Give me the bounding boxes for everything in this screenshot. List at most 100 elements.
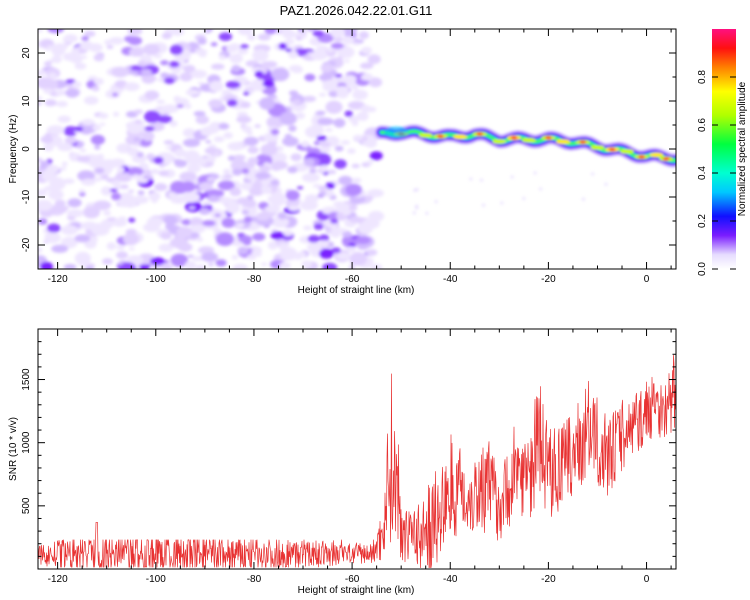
x-tick-label: -20 <box>541 574 556 585</box>
x-tick-label: -60 <box>345 574 360 585</box>
noise-blob <box>38 188 48 197</box>
noise-blob <box>223 168 231 175</box>
noise-blob <box>243 162 256 169</box>
noise-blob <box>217 180 235 191</box>
noise-blob <box>290 153 302 162</box>
noise-blob <box>232 263 248 269</box>
noise-blob <box>63 178 75 184</box>
snr-y-label: SNR (10 * v/v) <box>8 417 19 481</box>
noise-blob <box>83 96 99 105</box>
noise-blob <box>94 167 105 174</box>
noise-blob <box>73 126 84 132</box>
noise-blob <box>199 86 210 91</box>
noise-blob <box>296 251 307 258</box>
noise-blob <box>94 144 101 150</box>
noise-blob <box>318 185 328 192</box>
noise-blob <box>114 174 127 181</box>
noise-blob <box>76 155 91 163</box>
noise-blob <box>158 243 174 252</box>
noise-blob <box>167 191 177 199</box>
noise-blob <box>259 97 276 110</box>
noise-blob <box>238 235 253 243</box>
noise-blob <box>169 61 180 68</box>
noise-blob <box>160 72 169 78</box>
noise-blob <box>109 188 118 193</box>
noise-blob <box>88 154 105 168</box>
noise-blob <box>361 46 372 55</box>
noise-blob <box>57 142 74 152</box>
noise-blob <box>47 29 64 34</box>
noise-blob <box>101 258 114 265</box>
noise-blob <box>144 126 155 132</box>
noise-blob <box>198 181 214 191</box>
figure-title: PAZ1.2026.042.22.01.G11 <box>280 3 433 18</box>
noise-blob <box>79 191 86 197</box>
x-tick-label: -40 <box>443 274 458 285</box>
noise-blob <box>130 65 143 71</box>
noise-blob <box>353 134 364 141</box>
noise-blob <box>81 36 89 41</box>
noise-blob <box>137 177 149 184</box>
noise-blob <box>189 217 204 227</box>
noise-blob <box>243 216 253 223</box>
noise-blob <box>206 189 222 198</box>
noise-blob <box>347 148 356 154</box>
noise-blob <box>106 44 114 50</box>
noise-blob <box>257 33 271 41</box>
noise-blob <box>128 189 135 193</box>
noise-blob <box>282 136 299 147</box>
noise-blob <box>288 65 303 72</box>
noise-blob <box>320 62 333 73</box>
noise-blob <box>38 199 53 211</box>
noise-blob <box>93 78 104 85</box>
noise-blob <box>128 247 135 251</box>
noise-blob <box>221 217 236 228</box>
noise-blob <box>143 43 160 56</box>
noise-blob <box>235 222 245 229</box>
noise-blob <box>206 176 215 183</box>
noise-blob <box>71 48 80 55</box>
noise-blob <box>126 120 144 134</box>
y-tick-label: 1500 <box>21 368 32 391</box>
noise-blob <box>276 145 284 152</box>
noise-blob <box>368 210 385 222</box>
noise-blob <box>116 167 125 173</box>
noise-blob <box>271 260 280 267</box>
noise-blob <box>98 112 109 119</box>
colorbar-tick-label: 0.4 <box>697 166 708 180</box>
noise-blob <box>129 47 145 57</box>
noise-blob <box>100 186 113 196</box>
noise-blob <box>278 262 291 269</box>
noise-blob <box>333 37 344 43</box>
noise-blob <box>38 101 43 106</box>
noise-blob <box>264 29 277 35</box>
noise-blob <box>60 225 78 235</box>
noise-blob <box>111 192 122 201</box>
noise-blob <box>150 168 160 175</box>
ridge-hotspot <box>649 152 664 158</box>
noise-blob <box>165 146 173 150</box>
noise-blob <box>206 29 214 32</box>
colorbar-tick-label: 0.0 <box>697 262 708 276</box>
noise-blob <box>141 68 153 77</box>
colorbar-label: Normalized spectral amplitude <box>737 81 748 216</box>
noise-blob <box>99 122 106 126</box>
noise-blob <box>318 92 327 97</box>
noise-blob <box>81 119 95 126</box>
noise-blob <box>237 47 249 55</box>
noise-blob <box>123 232 139 246</box>
noise-blob <box>307 235 320 243</box>
noise-blob <box>340 140 350 145</box>
snr-x-label: Height of straight line (km) <box>298 585 415 596</box>
x-tick-label: -80 <box>247 574 262 585</box>
noise-blob <box>153 156 164 164</box>
noise-blob <box>343 59 351 63</box>
noise-blob <box>241 210 249 215</box>
noise-blob <box>282 29 296 39</box>
noise-blob <box>210 42 218 47</box>
noise-blob <box>110 158 126 168</box>
noise-blob <box>215 259 227 267</box>
noise-blob <box>252 181 263 189</box>
noise-blob <box>153 54 163 59</box>
noise-blob <box>112 218 127 227</box>
